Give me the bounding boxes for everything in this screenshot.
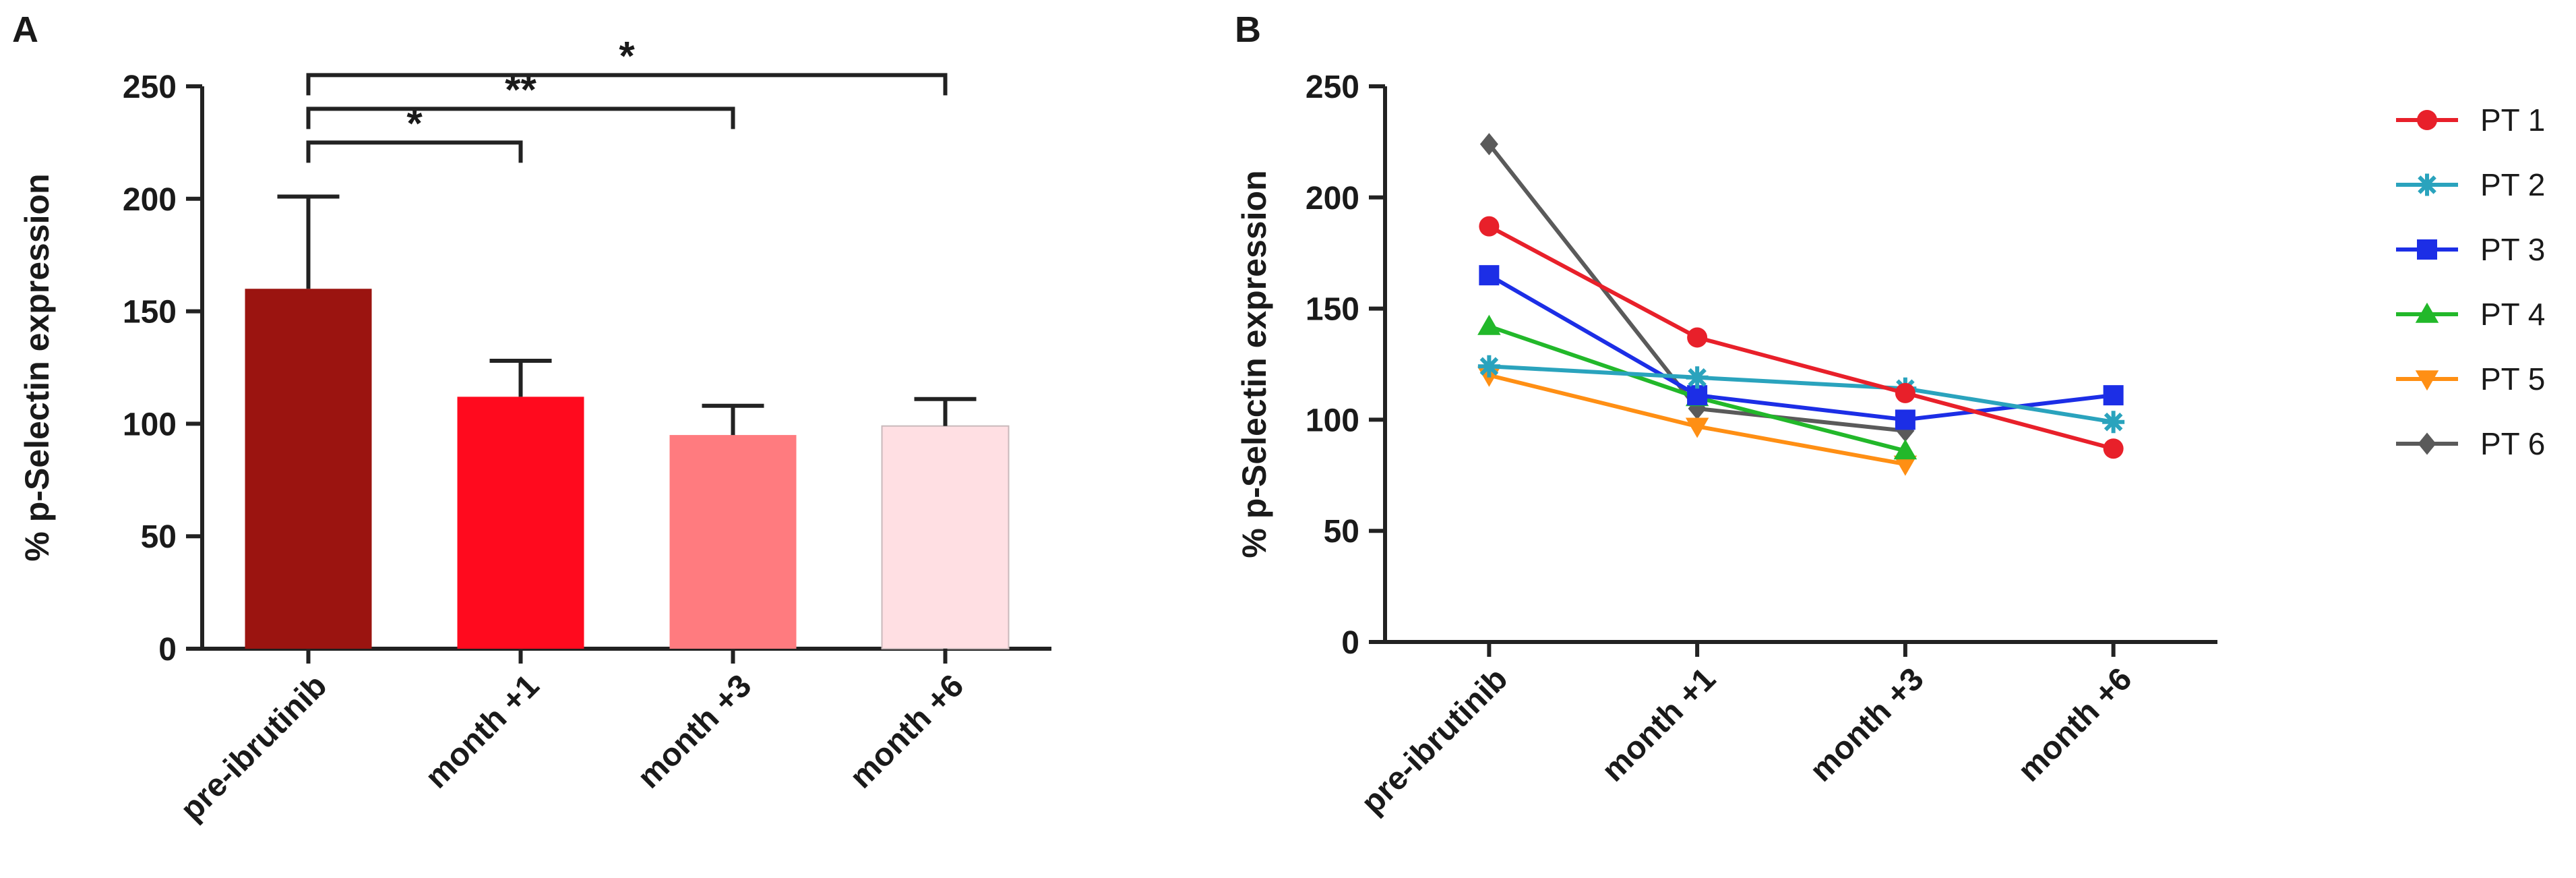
panel-a-letter: A <box>12 9 38 50</box>
data-point-pt-2 <box>1686 366 1709 389</box>
panel-b-line-chart: B 0 50 100 150 200 250 pre-ibrutinib month +1 mo… <box>1235 9 2545 821</box>
data-point-pt-1 <box>1895 382 1915 403</box>
series-line-pt-1 <box>1488 225 2114 451</box>
legend-marker <box>2418 432 2436 455</box>
data-point-pt-3 <box>1479 265 1500 286</box>
panel-b-letter: B <box>1235 9 1261 50</box>
y-tick-label: 0 <box>1341 625 1359 661</box>
significance-label: * <box>619 33 635 78</box>
y-tick-label: 250 <box>123 69 177 105</box>
data-point-pt-6 <box>1479 133 1498 156</box>
series-line-pt-2 <box>1489 364 2114 424</box>
data-point-pt-4 <box>1893 439 1918 460</box>
legend-label: PT 4 <box>2480 297 2545 332</box>
significance-bracket <box>306 140 523 163</box>
data-point-pt-3 <box>2103 385 2124 406</box>
y-tick-label: 50 <box>141 519 177 555</box>
x-tick-label: month +6 <box>2011 661 2139 788</box>
y-tick-label: 100 <box>123 407 177 442</box>
bar-3 <box>669 435 797 649</box>
y-tick-label: 150 <box>123 295 177 330</box>
data-point-pt-1 <box>1687 327 1708 348</box>
x-tick-label: month +1 <box>419 668 546 795</box>
y-axis-title: % p-Selectin expression <box>18 173 56 561</box>
legend-label: PT 2 <box>2480 167 2545 202</box>
y-axis-title: % p-Selectin expression <box>1235 170 1273 558</box>
y-tick-label: 0 <box>158 632 177 668</box>
legend-label: PT 3 <box>2480 232 2545 267</box>
legend-label: PT 5 <box>2480 361 2545 397</box>
y-tick-label: 250 <box>1306 69 1359 105</box>
data-point-pt-1 <box>1479 216 1500 237</box>
x-tick-label: month +1 <box>1595 661 1723 788</box>
data-point-pt-3 <box>1895 409 1915 430</box>
series-line-pt-3 <box>1488 273 2114 422</box>
data-point-pt-1 <box>2103 438 2124 459</box>
legend-label: PT 6 <box>2480 426 2545 461</box>
bar-4 <box>881 425 1010 650</box>
legend-marker <box>2417 110 2437 130</box>
bar-1 <box>245 289 372 649</box>
y-tick-label: 50 <box>1324 514 1359 550</box>
y-tick-label: 200 <box>1306 181 1359 216</box>
significance-bracket <box>306 73 948 96</box>
x-tick-label: pre-ibrutinib <box>174 668 334 827</box>
panel-a-bar-chart: A 0 50 100 150 200 250 pre-ibrutinib month +1 mo… <box>12 9 1051 828</box>
data-point-pt-5 <box>1893 455 1918 476</box>
x-tick-label: month +6 <box>843 668 971 795</box>
data-point-pt-2 <box>1477 355 1500 378</box>
x-tick-label: month +3 <box>1803 661 1930 788</box>
legend-marker <box>2415 302 2439 323</box>
legend-marker <box>2416 173 2439 196</box>
y-tick-label: 150 <box>1306 292 1359 328</box>
data-point-pt-4 <box>1477 314 1501 335</box>
data-point-pt-5 <box>1685 417 1709 438</box>
x-tick-label: pre-ibrutinib <box>1355 661 1514 821</box>
bar-2 <box>457 397 584 649</box>
legend-marker <box>2417 239 2437 260</box>
y-tick-label: 100 <box>1306 403 1359 438</box>
y-tick-label: 200 <box>123 182 177 218</box>
x-tick-label: month +3 <box>631 668 758 795</box>
data-point-pt-2 <box>2102 411 2125 434</box>
legend-marker <box>2415 370 2439 391</box>
legend-label: PT 1 <box>2480 103 2545 138</box>
significance-bracket <box>306 107 735 129</box>
